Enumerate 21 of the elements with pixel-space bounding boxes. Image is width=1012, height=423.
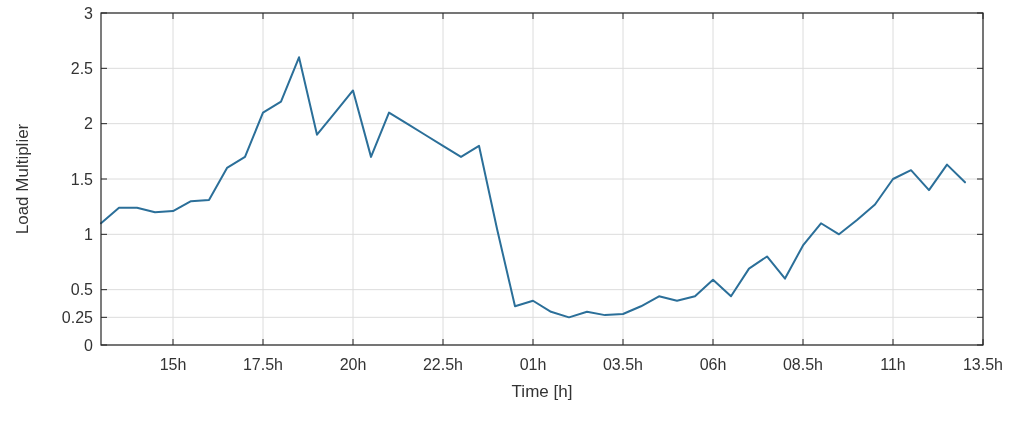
y-tick-label: 0 — [84, 336, 94, 354]
x-tick-label: 11h — [880, 356, 906, 373]
y-tick-label: 3 — [84, 4, 94, 22]
y-tick-label: 1.5 — [70, 170, 94, 188]
x-tick-label: 22.5h — [422, 356, 464, 373]
y-tick-label: 2.5 — [70, 59, 94, 77]
x-tick-label: 15h — [159, 356, 187, 373]
x-tick-label: 17.5h — [242, 356, 284, 373]
y-tick-label: 0.25 — [61, 308, 94, 326]
y-tick-label: 0.5 — [70, 281, 94, 299]
y-axis-title: Load Multiplier — [13, 123, 32, 235]
x-tick-label: 06h — [699, 356, 727, 373]
y-tick-label: 1 — [84, 225, 94, 243]
x-axis-title: Time [h] — [511, 382, 573, 401]
x-tick-label: 03.5h — [602, 356, 644, 373]
y-tick-label: 2 — [84, 115, 94, 133]
x-tick-label: 01h — [519, 356, 547, 373]
x-tick-label: 13.5h — [962, 356, 1004, 373]
line-series — [100, 56, 966, 319]
x-tick-label: 08.5h — [782, 356, 824, 373]
x-tick-label: 20h — [339, 356, 367, 373]
